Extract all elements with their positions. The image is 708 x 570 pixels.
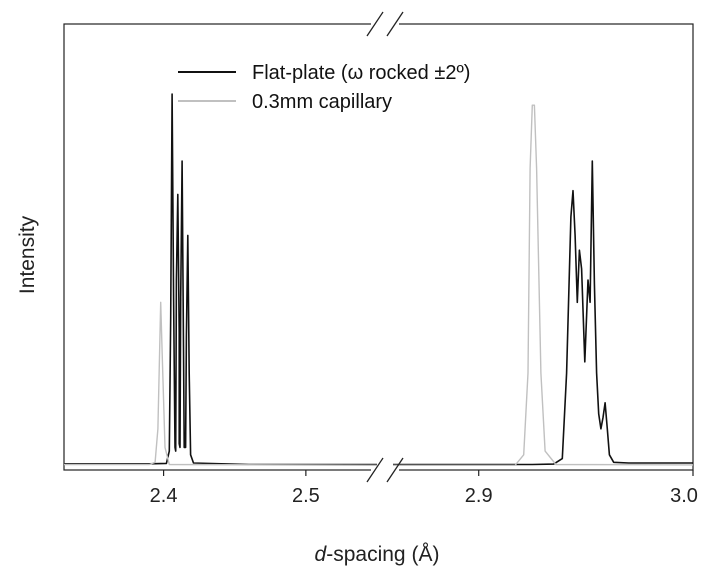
- axis-break-marks: [366, 11, 404, 483]
- x-axis-label: d-spacing (Å): [315, 543, 440, 566]
- break-gap: [371, 467, 399, 473]
- break-slash: [386, 11, 404, 37]
- x-tick-label: 2.5: [292, 485, 320, 507]
- series-line-0-segment-1: [393, 160, 693, 466]
- tick-layer: 2.4 2.5 2.9 3.0: [150, 470, 698, 507]
- legend: Flat-plate (ω rocked ±2º) 0.3mm capillar…: [178, 62, 470, 113]
- x-tick-label: 2.9: [465, 485, 493, 507]
- series-line-1-segment-1: [393, 104, 694, 466]
- break-gap: [371, 21, 399, 27]
- x-axis-label-italic: d: [315, 543, 328, 566]
- series-layer: [64, 93, 694, 466]
- x-axis-label-rest: -spacing (Å): [326, 543, 439, 566]
- legend-label-capillary: 0.3mm capillary: [252, 91, 392, 113]
- legend-label-flat-plate: Flat-plate (ω rocked ±2º): [252, 62, 470, 84]
- break-slash: [386, 457, 404, 483]
- x-tick-label: 3.0: [670, 485, 698, 507]
- y-axis-label: Intensity: [16, 215, 39, 294]
- series-line-0-segment-0: [64, 93, 377, 466]
- break-slash: [366, 11, 384, 37]
- x-tick-label: 2.4: [150, 485, 178, 507]
- break-slash: [366, 457, 384, 483]
- series-line-1-segment-0: [64, 301, 378, 466]
